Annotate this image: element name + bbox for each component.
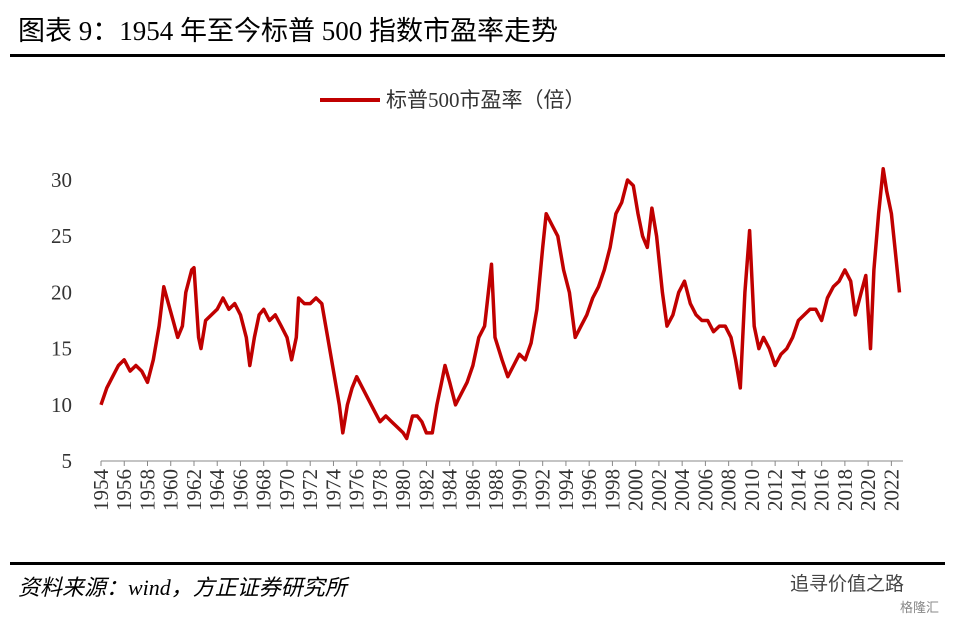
line bbox=[99, 167, 902, 441]
x-tick-label: 1982 bbox=[414, 469, 438, 511]
x-tick-label: 2006 bbox=[693, 469, 717, 511]
y-tick-label: 15 bbox=[51, 337, 72, 361]
x-tick-label: 1970 bbox=[275, 469, 299, 511]
y-tick-label: 5 bbox=[62, 449, 73, 473]
x-tick-label: 2020 bbox=[856, 469, 880, 511]
x-tick-label: 2004 bbox=[670, 469, 694, 512]
y-tick-label: 10 bbox=[51, 393, 72, 417]
x-tick-label: 1996 bbox=[577, 469, 601, 511]
x-tick-label: 1992 bbox=[531, 469, 555, 511]
y-tick-label: 30 bbox=[51, 168, 72, 192]
x-tick-label: 1976 bbox=[345, 469, 369, 511]
x-tick-label: 1956 bbox=[112, 469, 136, 511]
x-tick-label: 1968 bbox=[252, 469, 276, 511]
x-tick-label: 2014 bbox=[786, 469, 810, 512]
x-tick-label: 2010 bbox=[740, 469, 764, 511]
x-tick-label: 1988 bbox=[484, 469, 508, 511]
x-tick-label: 1958 bbox=[135, 469, 159, 511]
x-tick-label: 1998 bbox=[600, 469, 624, 511]
x-tick-label: 1972 bbox=[298, 469, 322, 511]
x-tick-label: 1978 bbox=[368, 469, 392, 511]
brand: 格隆汇 bbox=[900, 600, 939, 616]
x-tick-label: 2000 bbox=[624, 469, 648, 511]
x-tick-label: 1974 bbox=[321, 469, 345, 512]
watermark: 追寻价值之路 bbox=[790, 573, 904, 595]
x-tick-label: 1954 bbox=[89, 469, 113, 512]
x-tick-label: 2012 bbox=[763, 469, 787, 511]
y-tick-label: 20 bbox=[51, 280, 72, 304]
x-tick-label: 1984 bbox=[438, 469, 462, 512]
title: 图表 9：1954 年至今标普 500 指数市盈率走势 bbox=[18, 16, 558, 46]
legend-label: 标普500市盈率（倍） bbox=[386, 88, 586, 112]
footer-rule bbox=[10, 562, 945, 565]
source: 资料来源：wind，方正证券研究所 bbox=[18, 575, 350, 600]
x-tick-label: 1962 bbox=[182, 469, 206, 511]
x-tick-label: 2022 bbox=[879, 469, 903, 511]
x-tick-label: 1990 bbox=[507, 469, 531, 511]
x-tick-label: 1966 bbox=[228, 469, 252, 511]
title-rule bbox=[10, 54, 945, 57]
x-tick-label: 1986 bbox=[461, 469, 485, 511]
x-tick-label: 1994 bbox=[554, 469, 578, 512]
x-tick-label: 2002 bbox=[647, 469, 671, 511]
x-tick-label: 2016 bbox=[810, 469, 834, 511]
x-tick-label: 1960 bbox=[159, 469, 183, 511]
x-tick-label: 1980 bbox=[391, 469, 415, 511]
y-tick-label: 25 bbox=[51, 224, 72, 248]
x-tick-label: 1964 bbox=[205, 469, 229, 512]
x-tick-label: 2008 bbox=[717, 469, 741, 511]
x-tick-label: 2018 bbox=[833, 469, 857, 511]
